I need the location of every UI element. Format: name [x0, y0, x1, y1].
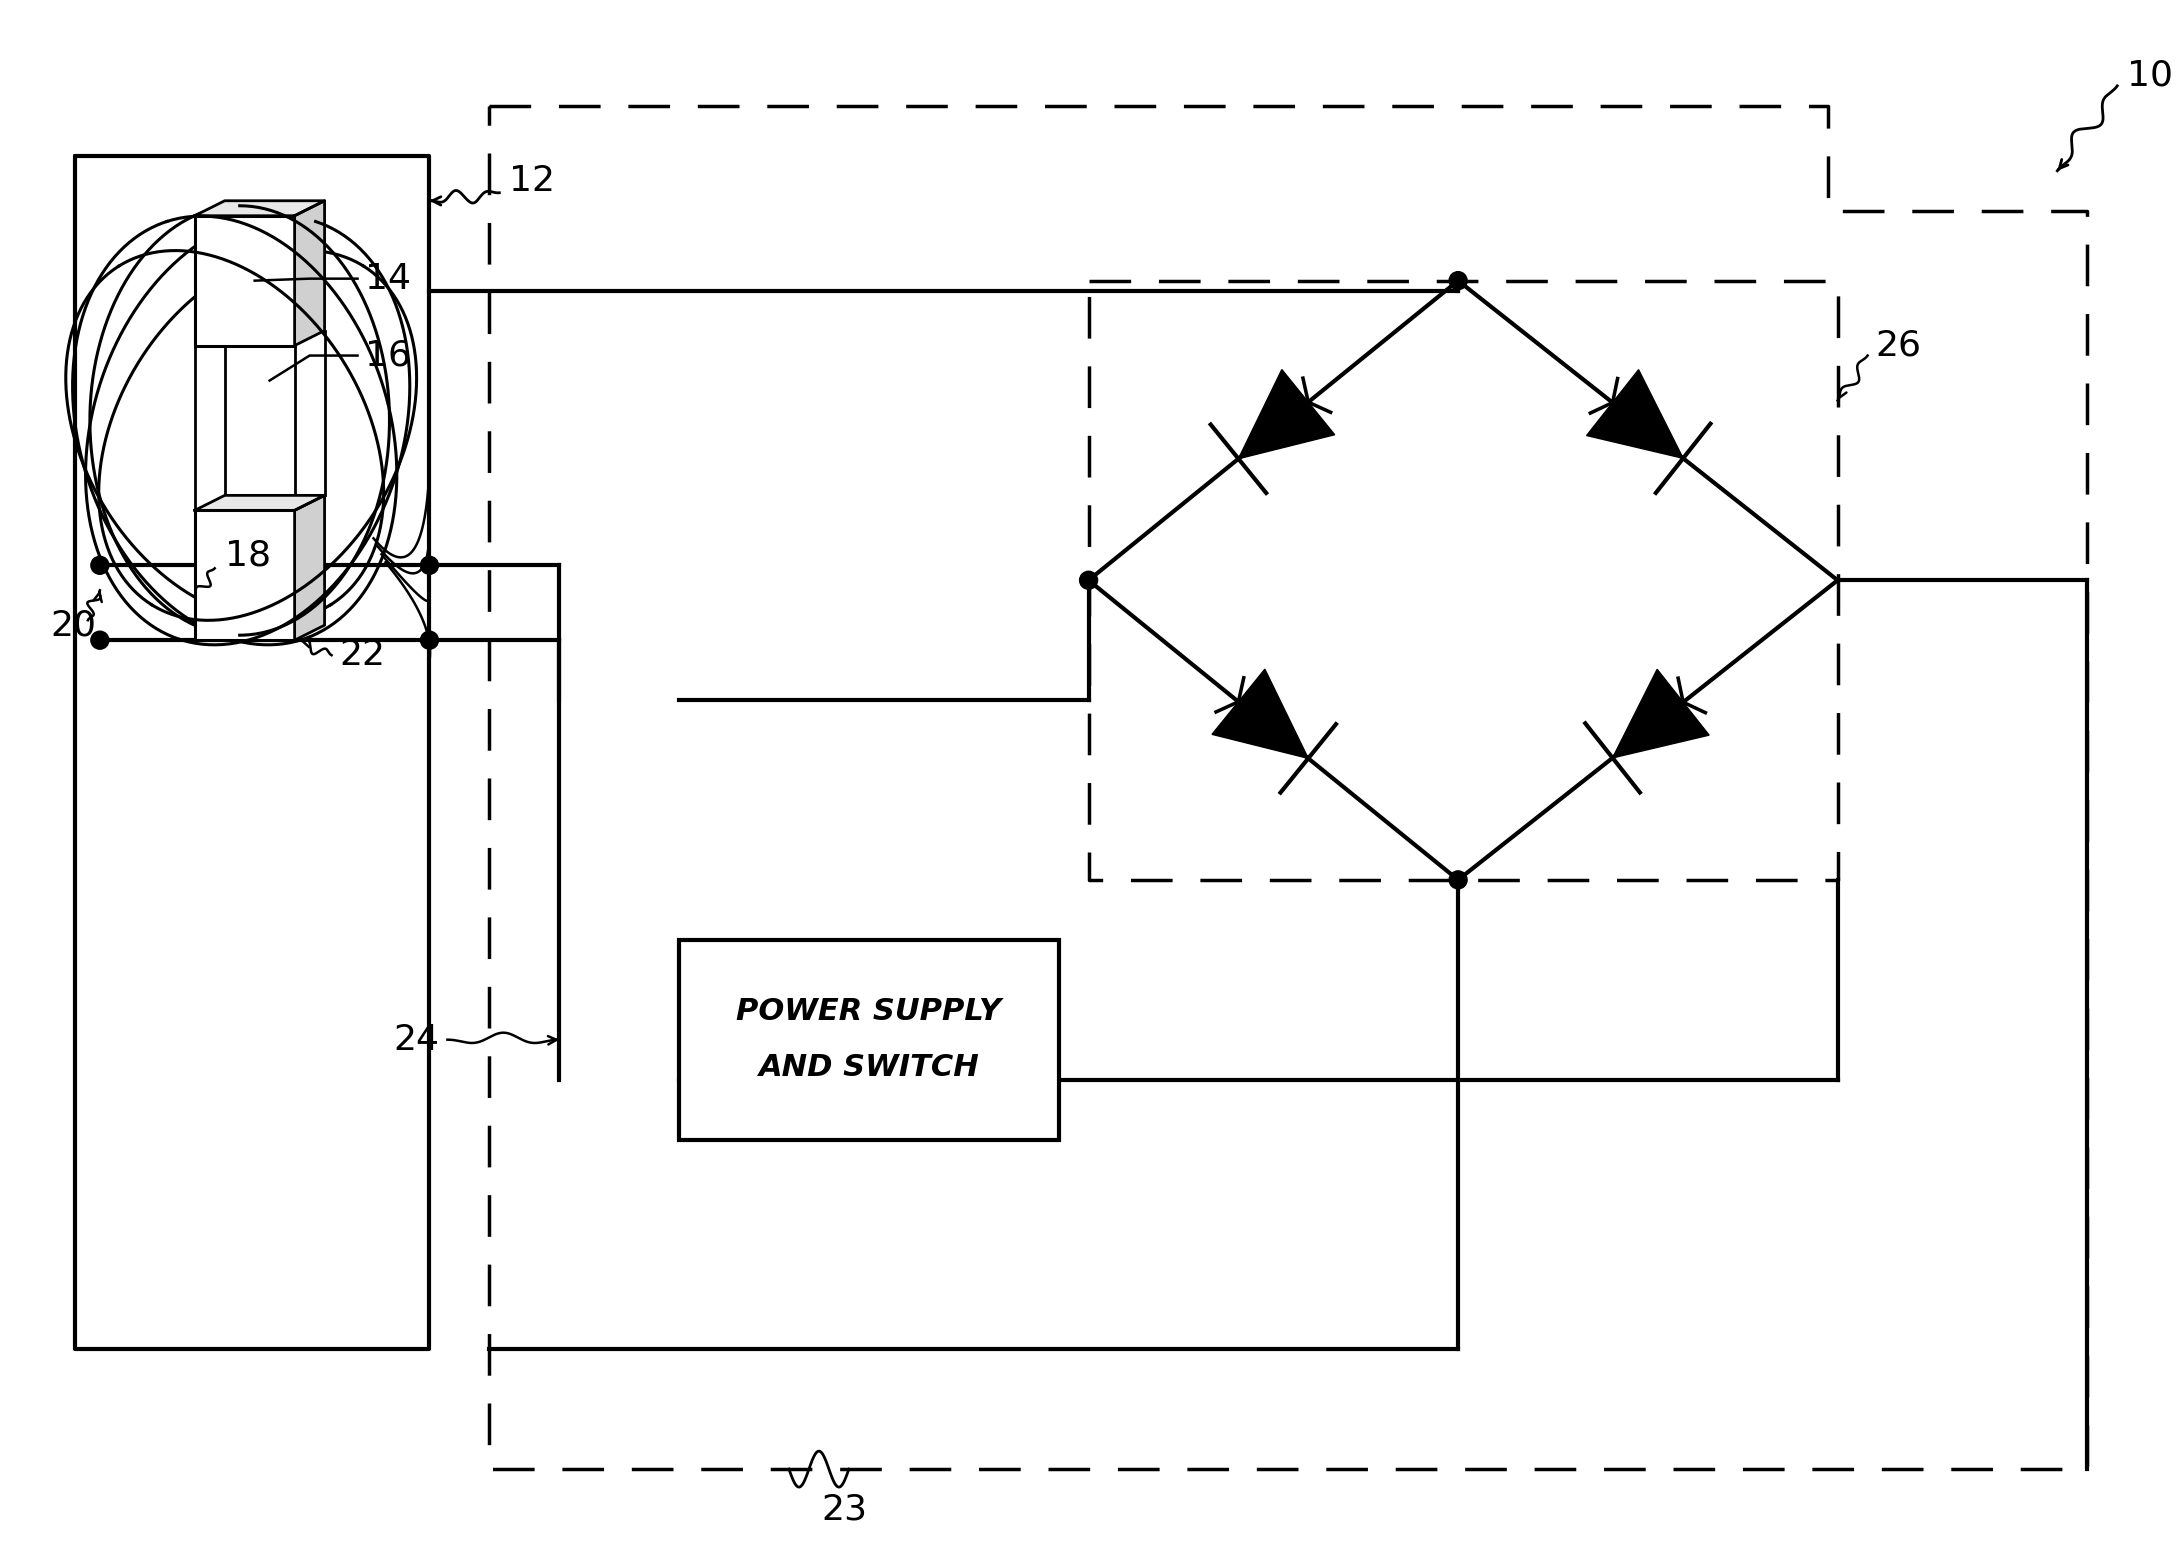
Text: 23: 23	[821, 1492, 867, 1526]
Circle shape	[1449, 271, 1466, 290]
Text: AND SWITCH: AND SWITCH	[758, 1053, 978, 1083]
Polygon shape	[1586, 370, 1682, 458]
Bar	[194, 216, 294, 346]
Bar	[680, 940, 1059, 1139]
Text: 10: 10	[2127, 60, 2172, 92]
Polygon shape	[194, 201, 325, 216]
Polygon shape	[294, 495, 325, 641]
Text: 12: 12	[510, 165, 556, 197]
Text: 16: 16	[364, 338, 410, 373]
Text: 14: 14	[364, 262, 410, 296]
Text: 20: 20	[50, 608, 96, 642]
Polygon shape	[1238, 370, 1336, 459]
Text: 26: 26	[1876, 329, 1922, 362]
Circle shape	[421, 556, 438, 574]
Polygon shape	[294, 201, 325, 346]
Text: 22: 22	[340, 638, 386, 672]
Text: POWER SUPPLY: POWER SUPPLY	[737, 997, 1002, 1026]
Bar	[194, 511, 294, 641]
Circle shape	[92, 632, 109, 649]
Circle shape	[1079, 572, 1098, 589]
Text: 24: 24	[394, 1023, 440, 1056]
Polygon shape	[1212, 669, 1307, 758]
Circle shape	[1449, 871, 1466, 888]
Circle shape	[421, 632, 438, 649]
Polygon shape	[1612, 669, 1708, 758]
Circle shape	[92, 556, 109, 574]
Polygon shape	[194, 495, 325, 511]
Text: 18: 18	[224, 539, 270, 572]
